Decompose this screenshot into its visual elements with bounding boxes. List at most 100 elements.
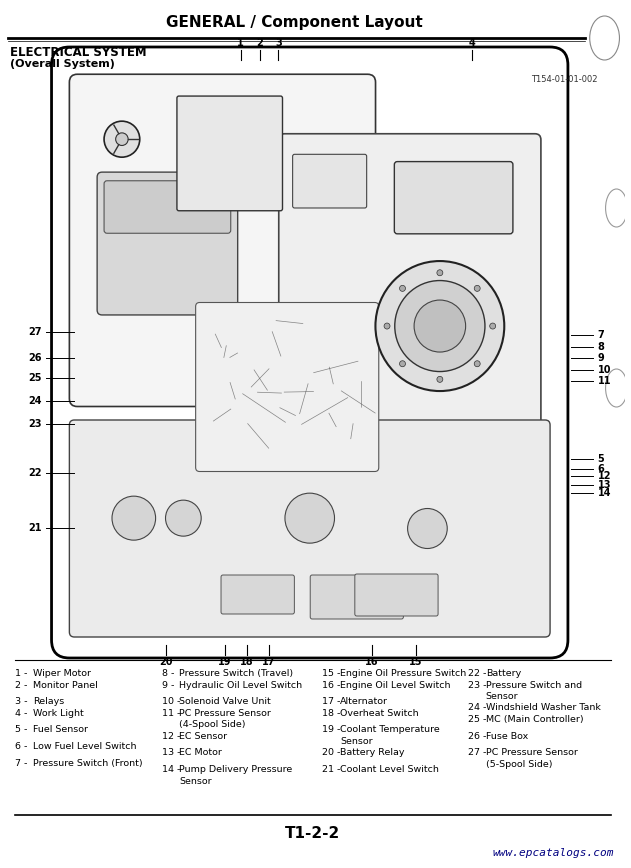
Text: 15: 15 [409, 657, 423, 667]
Circle shape [408, 509, 447, 549]
Circle shape [475, 286, 480, 292]
Text: 10 -: 10 - [162, 697, 180, 707]
Text: 18: 18 [240, 657, 254, 667]
Text: Sensor: Sensor [486, 692, 518, 701]
Text: 20 -: 20 - [322, 748, 341, 758]
Text: 27: 27 [28, 327, 42, 338]
Circle shape [414, 300, 466, 352]
Text: Pressure Switch and: Pressure Switch and [486, 681, 582, 689]
Circle shape [165, 500, 201, 536]
Text: Overheat Switch: Overheat Switch [340, 708, 418, 718]
Text: 23: 23 [28, 419, 42, 430]
Text: 6: 6 [598, 464, 604, 474]
Text: 15 -: 15 - [322, 669, 341, 678]
Circle shape [437, 270, 443, 276]
Text: 11: 11 [598, 376, 611, 386]
Text: www.epcatalogs.com: www.epcatalogs.com [492, 848, 613, 858]
Circle shape [285, 493, 334, 543]
Text: 16: 16 [365, 657, 379, 667]
Text: 10: 10 [598, 365, 611, 375]
Text: Monitor Panel: Monitor Panel [33, 681, 97, 689]
FancyBboxPatch shape [310, 575, 403, 619]
Text: 3 -: 3 - [15, 697, 27, 707]
Text: 21 -: 21 - [322, 765, 341, 774]
Text: Sensor: Sensor [179, 777, 212, 786]
FancyBboxPatch shape [394, 161, 513, 233]
Text: 13: 13 [598, 480, 611, 490]
Circle shape [437, 377, 443, 382]
Text: 22 -: 22 - [468, 669, 487, 678]
Circle shape [384, 323, 390, 329]
Text: EC Sensor: EC Sensor [179, 732, 228, 740]
Text: 11 -: 11 - [162, 708, 180, 718]
Text: 2: 2 [256, 38, 263, 48]
Text: 26 -: 26 - [468, 732, 487, 740]
Text: 7: 7 [598, 330, 604, 340]
Text: 5 -: 5 - [15, 726, 27, 734]
Text: 25: 25 [28, 373, 42, 384]
Text: 2 -: 2 - [15, 681, 27, 689]
Text: T154-01-01-002: T154-01-01-002 [531, 75, 598, 84]
Text: 14: 14 [598, 489, 611, 498]
Text: (5-Spool Side): (5-Spool Side) [486, 760, 552, 769]
Text: (Overall System): (Overall System) [10, 59, 115, 69]
Text: Battery: Battery [486, 669, 521, 678]
Circle shape [475, 361, 480, 367]
Text: 8 -: 8 - [162, 669, 174, 678]
Text: Coolant Temperature: Coolant Temperature [340, 726, 440, 734]
Text: 19: 19 [218, 657, 232, 667]
FancyBboxPatch shape [293, 155, 367, 208]
Text: 17 -: 17 - [322, 697, 341, 707]
Circle shape [112, 496, 156, 540]
Text: Pump Delivery Pressure: Pump Delivery Pressure [179, 765, 293, 774]
FancyBboxPatch shape [221, 575, 295, 614]
Text: 25 -: 25 - [468, 715, 487, 724]
Text: Windshield Washer Tank: Windshield Washer Tank [486, 703, 601, 713]
Text: GENERAL / Component Layout: GENERAL / Component Layout [165, 15, 422, 30]
Text: EC Motor: EC Motor [179, 748, 222, 758]
Text: Engine Oil Pressure Switch: Engine Oil Pressure Switch [340, 669, 466, 678]
FancyBboxPatch shape [52, 47, 568, 658]
Text: 26: 26 [28, 353, 42, 363]
FancyBboxPatch shape [177, 96, 283, 211]
FancyBboxPatch shape [104, 181, 231, 233]
Text: MC (Main Controller): MC (Main Controller) [486, 715, 583, 724]
Circle shape [490, 323, 496, 329]
Circle shape [115, 133, 128, 146]
Text: Alternator: Alternator [340, 697, 388, 707]
Text: 14 -: 14 - [162, 765, 180, 774]
Text: Engine Oil Level Switch: Engine Oil Level Switch [340, 681, 451, 689]
Circle shape [395, 280, 485, 372]
Text: 24 -: 24 - [468, 703, 487, 713]
Ellipse shape [590, 16, 620, 60]
Text: 9: 9 [598, 353, 604, 363]
Text: 17: 17 [262, 657, 276, 667]
FancyBboxPatch shape [97, 172, 238, 315]
Text: 12 -: 12 - [162, 732, 180, 740]
Text: Fuel Sensor: Fuel Sensor [33, 726, 88, 734]
Text: Pressure Switch (Travel): Pressure Switch (Travel) [179, 669, 293, 678]
Text: 22: 22 [28, 468, 42, 478]
Text: 4: 4 [469, 38, 476, 48]
Text: 4 -: 4 - [15, 708, 27, 718]
Ellipse shape [606, 369, 627, 407]
Text: 9 -: 9 - [162, 681, 174, 689]
Circle shape [399, 361, 406, 367]
Text: PC Pressure Sensor: PC Pressure Sensor [486, 748, 577, 758]
Text: 23 -: 23 - [468, 681, 487, 689]
Text: Hydraulic Oil Level Switch: Hydraulic Oil Level Switch [179, 681, 302, 689]
Text: Sensor: Sensor [340, 737, 372, 746]
Text: Low Fuel Level Switch: Low Fuel Level Switch [33, 742, 136, 751]
Text: Fuse Box: Fuse Box [486, 732, 528, 740]
Text: PC Pressure Sensor: PC Pressure Sensor [179, 708, 271, 718]
Text: Battery Relay: Battery Relay [340, 748, 404, 758]
Text: 5: 5 [598, 454, 604, 464]
Circle shape [399, 286, 406, 292]
Text: Work Light: Work Light [33, 708, 83, 718]
Text: 1: 1 [237, 38, 244, 48]
Text: 24: 24 [28, 397, 42, 406]
Text: 6 -: 6 - [15, 742, 27, 751]
Text: 21: 21 [28, 523, 42, 533]
Text: Relays: Relays [33, 697, 64, 707]
Text: 27 -: 27 - [468, 748, 487, 758]
